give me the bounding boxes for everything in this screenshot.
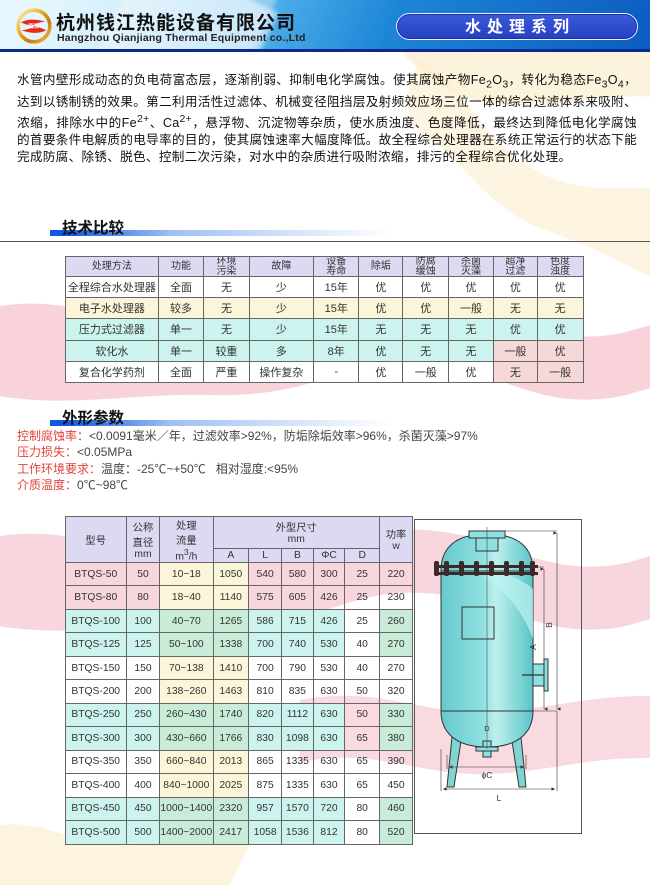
- svg-text:L: L: [496, 793, 501, 803]
- svg-text:A: A: [528, 644, 538, 650]
- svg-text:ϕC: ϕC: [481, 770, 492, 780]
- svg-text:B: B: [544, 622, 554, 628]
- svg-text:D: D: [484, 724, 490, 733]
